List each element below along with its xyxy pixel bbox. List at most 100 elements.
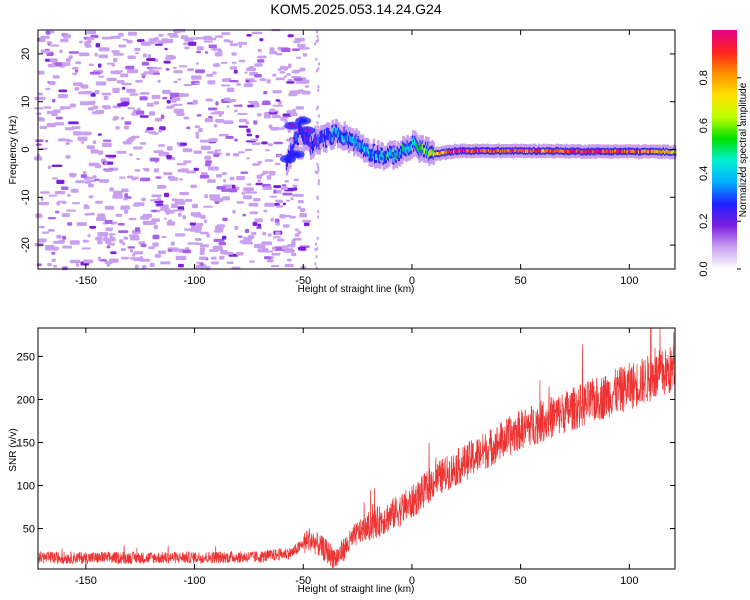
noise-speckle [277,238,285,242]
noise-speckle [154,117,163,122]
noise-speckle [234,225,239,230]
noise-speckle [273,189,277,194]
noise-speckle [178,263,184,268]
noise-speckle [226,105,230,108]
noise-speckle [195,62,199,65]
noise-speckle [111,50,120,53]
noise-speckle [294,90,305,94]
noise-speckle [275,231,281,235]
noise-speckle [153,150,164,154]
noise-speckle [48,194,58,197]
noise-speckle [79,131,90,136]
noise-speckle [220,61,228,64]
noise-speckle [109,235,113,238]
noise-speckle [39,125,48,129]
noise-speckle [123,236,129,240]
noise-speckle [179,142,187,146]
noise-speckle [239,118,248,123]
noise-speckle [264,250,274,253]
colorbar-tick-label: 0.2 [698,214,710,229]
noise-speckle [214,229,224,233]
noise-speckle [114,70,124,73]
noise-speckle [113,116,119,120]
noise-speckle [122,86,126,90]
noise-speckle [263,186,272,190]
noise-speckle [123,197,128,201]
noise-speckle [69,259,81,264]
noise-speckle [152,242,159,247]
x-tick-label: 50 [515,275,527,287]
noise-speckle [148,111,156,116]
noise-speckle [136,158,141,161]
noise-speckle [61,213,71,217]
noise-speckle [213,238,225,242]
noise-speckle [167,249,173,252]
noise-speckle [194,82,200,85]
noise-speckle [304,85,310,88]
noise-speckle [207,179,216,183]
spectrogram-y-ticks: -20 -10 0 10 20 [20,48,675,253]
noise-speckle [49,58,58,63]
noise-speckle [55,210,60,214]
noise-speckle [289,112,298,117]
noise-speckle [58,94,68,99]
noise-speckle [317,168,320,172]
noise-speckle [287,63,292,68]
noise-speckle [299,67,306,72]
noise-speckle [105,227,113,232]
noise-speckle [275,77,285,81]
noise-speckle [253,198,261,202]
noise-speckle [87,234,91,238]
noise-speckle [204,194,209,199]
noise-speckle [141,265,147,269]
noise-speckle [140,177,151,182]
noise-speckle [290,197,294,201]
noise-speckle [173,103,183,106]
noise-speckle [231,52,237,56]
noise-speckle [142,53,147,58]
noise-speckle [113,52,124,56]
noise-speckle [98,54,109,59]
noise-speckle [226,261,234,265]
noise-speckle [186,126,191,130]
noise-speckle [69,173,77,177]
noise-speckle [246,34,252,37]
noise-speckle [157,40,169,44]
noise-speckle [128,31,137,36]
noise-speckle [272,236,281,239]
noise-speckle [209,194,221,198]
noise-speckle [83,171,87,175]
noise-speckle [157,79,161,83]
noise-speckle [136,39,145,43]
noise-speckle [241,191,246,195]
noise-speckle [112,87,120,90]
noise-speckle [228,188,238,193]
noise-speckle [173,209,184,212]
noise-speckle [136,107,141,111]
noise-speckle [227,99,237,102]
noise-speckle [248,80,257,83]
noise-speckle [257,248,263,251]
noise-speckle [88,162,100,167]
noise-speckle [196,46,204,51]
noise-speckle [192,37,199,40]
y-tick-label: 150 [17,437,35,449]
noise-speckle [225,152,231,157]
y-tick-label: 50 [23,524,35,536]
noise-speckle [272,246,276,251]
noise-speckle [98,47,110,52]
noise-speckle [176,112,185,116]
noise-speckle [232,153,240,157]
noise-speckle [276,205,284,208]
noise-speckle [54,122,65,126]
noise-speckle [151,218,161,222]
noise-speckle [270,265,280,268]
noise-speckle [150,199,160,202]
noise-speckle [124,121,132,125]
noise-speckle [38,70,45,75]
noise-speckle [199,174,210,179]
noise-speckle [45,246,56,251]
noise-speckle [223,179,227,183]
noise-speckle [116,150,127,154]
